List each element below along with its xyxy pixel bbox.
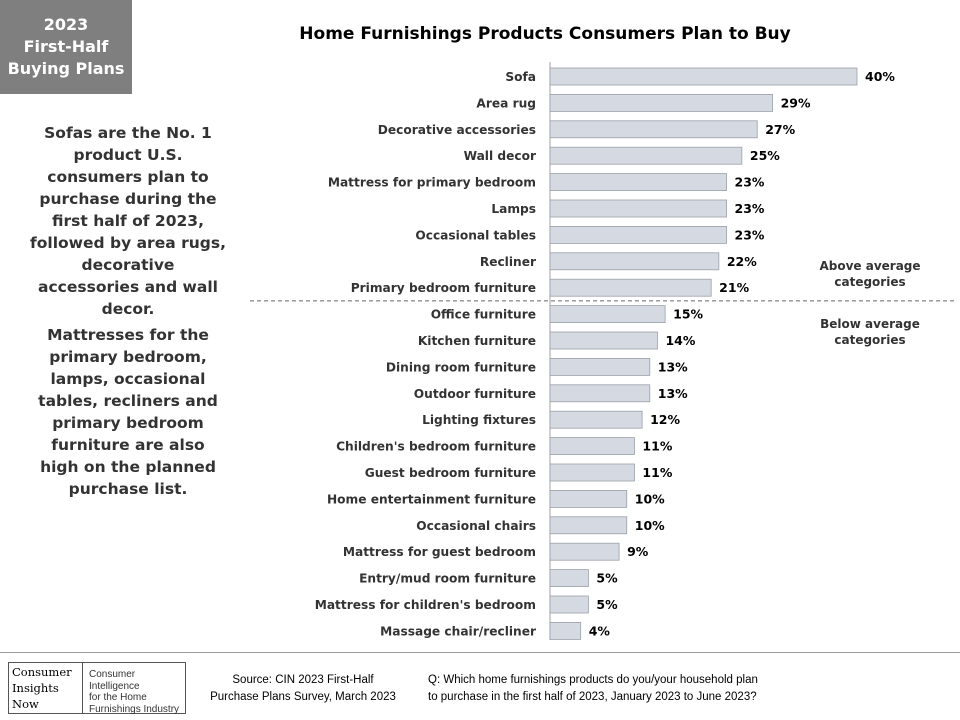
question-line: Q: Which home furnishings products do yo… <box>428 674 758 686</box>
category-label: Dining room furniture <box>386 360 536 374</box>
logo-tagline-line: Furnishings Industry <box>89 703 180 715</box>
source-line: Purchase Plans Survey, March 2023 <box>210 691 396 703</box>
data-label: 29% <box>781 95 811 110</box>
survey-question: Q: Which home furnishings products do yo… <box>428 672 808 706</box>
badge-subtitle: Buying Plans <box>7 59 125 78</box>
bar <box>549 410 643 429</box>
category-label: Area rug <box>476 96 536 110</box>
bar <box>549 516 628 535</box>
data-label: 9% <box>627 544 649 559</box>
category-label: Occasional tables <box>415 228 536 242</box>
bar <box>549 622 582 640</box>
bar <box>549 305 666 324</box>
bar <box>549 173 727 192</box>
bar <box>549 331 658 350</box>
category-label: Lighting fixtures <box>422 413 536 427</box>
category-label: Entry/mud room furniture <box>359 572 536 586</box>
bar <box>549 199 727 218</box>
category-label: Mattress for children's bedroom <box>315 598 536 612</box>
buying-plans-badge: 2023 First-Half Buying Plans <box>0 0 132 94</box>
category-label: Recliner <box>480 255 536 269</box>
bar <box>549 278 712 297</box>
category-label: Primary bedroom furniture <box>351 281 536 295</box>
bar <box>549 252 720 271</box>
bar <box>549 489 628 508</box>
bar <box>549 146 743 165</box>
logo-wordmark: Consumer Insights Now <box>9 663 83 713</box>
category-label: Mattress for guest bedroom <box>343 545 536 559</box>
above-average-label: Above average categories <box>819 259 921 289</box>
data-label: 23% <box>735 201 765 216</box>
logo-word-consumer: Consumer <box>12 665 72 679</box>
category-label: Massage chair/recliner <box>380 624 536 638</box>
bar <box>549 357 651 376</box>
data-label: 40% <box>865 69 895 84</box>
data-label: 23% <box>735 175 765 190</box>
data-label: 22% <box>727 254 757 269</box>
data-label: 11% <box>642 465 672 480</box>
data-label: 13% <box>658 386 688 401</box>
footer-divider <box>0 652 960 653</box>
bar <box>549 542 620 561</box>
bar <box>549 225 727 244</box>
cin-logo: Consumer Insights Now Consumer Intellige… <box>8 662 186 715</box>
data-label: 5% <box>596 597 618 612</box>
logo-tagline-line: Consumer Intelligence <box>89 669 140 692</box>
summary-paragraph-2: Mattresses for the primary bedroom, lamp… <box>38 326 218 498</box>
badge-year: 2023 <box>43 15 89 34</box>
chart-title: Home Furnishings Products Consumers Plan… <box>299 24 791 44</box>
summary-paragraph-1: Sofas are the No. 1 product U.S. consume… <box>30 124 226 318</box>
data-label: 14% <box>665 333 695 348</box>
bar <box>549 437 635 456</box>
data-label: 10% <box>635 518 665 533</box>
category-label: Sofa <box>505 70 536 84</box>
bar <box>549 384 651 403</box>
logo-word-insights: Insights <box>12 681 59 695</box>
data-label: 23% <box>735 227 765 242</box>
category-label: Wall decor <box>464 149 536 163</box>
question-line: to purchase in the first half of 2023, J… <box>428 691 757 703</box>
category-label: Lamps <box>491 202 536 216</box>
category-label: Outdoor furniture <box>414 387 536 401</box>
below-average-label: Below average categories <box>820 317 920 347</box>
bar <box>549 120 758 139</box>
category-label: Kitchen furniture <box>418 334 536 348</box>
data-label: 12% <box>650 412 680 427</box>
data-label: 13% <box>658 359 688 374</box>
data-label: 11% <box>642 439 672 454</box>
logo-tagline: Consumer Intelligence for the Home Furni… <box>89 669 185 715</box>
category-label: Home entertainment furniture <box>327 492 536 506</box>
category-label: Children's bedroom furniture <box>336 440 536 454</box>
category-label: Decorative accessories <box>378 123 536 137</box>
data-label: 27% <box>765 122 795 137</box>
category-label: Office furniture <box>431 308 536 322</box>
bar <box>549 463 635 482</box>
bar <box>549 595 589 614</box>
badge-period: First-Half <box>23 37 109 56</box>
source-note: Source: CIN 2023 First-Half Purchase Pla… <box>196 672 410 706</box>
bar <box>549 569 589 587</box>
data-label: 4% <box>589 623 611 638</box>
category-label: Guest bedroom furniture <box>365 466 536 480</box>
data-label: 5% <box>596 571 618 586</box>
source-line: Source: CIN 2023 First-Half <box>232 674 374 686</box>
data-label: 21% <box>719 280 749 295</box>
logo-word-now: Now <box>12 697 39 711</box>
category-label: Mattress for primary bedroom <box>328 176 536 190</box>
bar <box>549 94 773 112</box>
category-label: Occasional chairs <box>416 519 536 533</box>
data-label: 10% <box>635 491 665 506</box>
data-label: 25% <box>750 148 780 163</box>
bar <box>549 67 858 86</box>
data-label: 15% <box>673 307 703 322</box>
logo-tagline-line: for the Home <box>89 692 147 703</box>
bar-chart: Sofa 40% Area rug 29% Decorative accessories… <box>250 62 955 640</box>
